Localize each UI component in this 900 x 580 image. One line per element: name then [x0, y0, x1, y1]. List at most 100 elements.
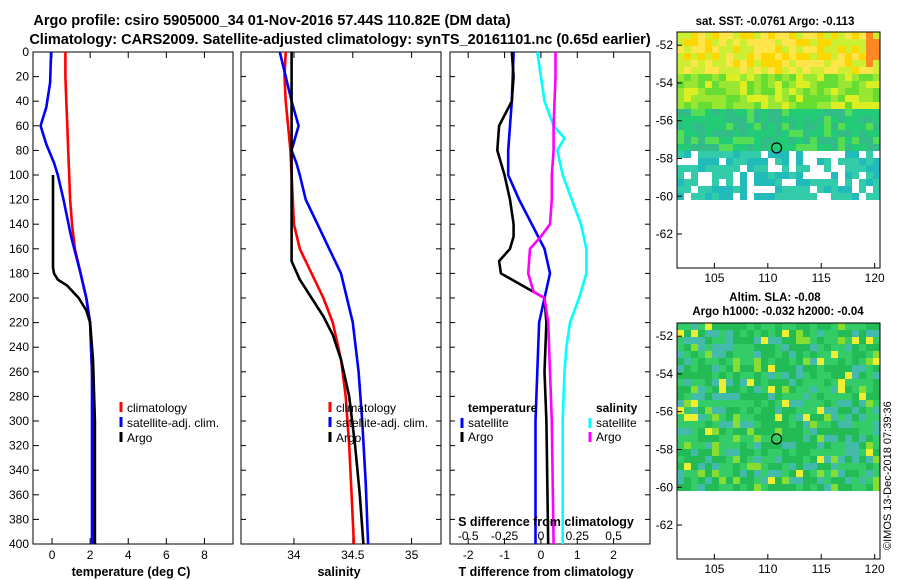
map-cell: [817, 372, 824, 379]
x-tick-label: 1: [574, 548, 581, 562]
map-cell: [873, 74, 880, 81]
sst-map-axes: 105 110 115 120 -52 -54 -56 -58 -60 -62: [656, 38, 885, 285]
map-cell: [761, 172, 768, 179]
map-cell: [873, 39, 880, 46]
map-cell: [761, 330, 768, 337]
salinity-x-axis: 34 34.5 35: [241, 51, 441, 562]
map-cell: [782, 330, 789, 337]
map-cell: [726, 116, 733, 123]
map-cell: [754, 95, 761, 102]
map-cell: [845, 74, 852, 81]
map-cell: [754, 421, 761, 428]
map-cell: [768, 109, 775, 116]
map-cell: [789, 456, 796, 463]
map-cell: [761, 46, 768, 53]
map-cell: [684, 137, 691, 144]
map-cell: [677, 393, 684, 400]
map-cell: [775, 130, 782, 137]
map-cell: [789, 428, 796, 435]
map-cell: [866, 116, 873, 123]
map-cell: [866, 130, 873, 137]
legend-label-t-satellite: satellite: [468, 416, 509, 430]
map-cell: [782, 193, 789, 200]
map-cell: [761, 67, 768, 74]
map-cell: [845, 470, 852, 477]
map-cell: [761, 179, 768, 186]
map-cell: [705, 158, 712, 165]
map-cell: [775, 463, 782, 470]
map-cell: [824, 144, 831, 151]
map-cell: [768, 379, 775, 386]
y-tick-label: 40: [16, 94, 30, 108]
map-cell: [705, 414, 712, 421]
map-cell: [859, 351, 866, 358]
map-cell: [740, 144, 747, 151]
map-cell: [817, 358, 824, 365]
map-cell: [775, 421, 782, 428]
map-cell: [761, 400, 768, 407]
map-cell: [873, 130, 880, 137]
map-cell: [691, 449, 698, 456]
map-cell: [677, 151, 684, 158]
map-cell: [726, 428, 733, 435]
map-cell: [684, 46, 691, 53]
map-cell: [845, 81, 852, 88]
map-cell: [873, 477, 880, 484]
map-cell: [859, 463, 866, 470]
temperature-x-axis: 0 2 4 6 8: [49, 52, 208, 562]
map-cell: [677, 165, 684, 172]
map-cell: [712, 414, 719, 421]
map-cell: [796, 165, 803, 172]
map-cell: [719, 81, 726, 88]
map-cell: [726, 165, 733, 172]
map-cell: [824, 130, 831, 137]
map-cell: [712, 365, 719, 372]
map-cell: [782, 379, 789, 386]
map-cell: [698, 88, 705, 95]
map-cell: [740, 386, 747, 393]
map-cell: [691, 179, 698, 186]
map-cell: [698, 46, 705, 53]
map-cell: [691, 144, 698, 151]
map-cell: [740, 53, 747, 60]
map-cell: [810, 351, 817, 358]
map-cell: [789, 123, 796, 130]
map-cell: [866, 435, 873, 442]
map-cell: [740, 351, 747, 358]
map-cell: [754, 109, 761, 116]
map-cell: [803, 463, 810, 470]
map-cell: [747, 379, 754, 386]
imos-credit: ©IMOS 13-Dec-2018 07:39:36: [882, 401, 894, 550]
map-cell: [838, 95, 845, 102]
map-cell: [852, 442, 859, 449]
map-cell: [691, 330, 698, 337]
map-cell: [866, 67, 873, 74]
map-cell: [677, 470, 684, 477]
map-cell: [733, 109, 740, 116]
map-cell: [733, 81, 740, 88]
y-tick-label: 280: [9, 389, 29, 403]
map-cell: [866, 386, 873, 393]
map-cell: [677, 386, 684, 393]
map-cell: [698, 123, 705, 130]
map-cell: [719, 442, 726, 449]
salinity-x-label: salinity: [317, 565, 360, 579]
map-cell: [831, 116, 838, 123]
map-cell: [705, 330, 712, 337]
map-cell: [691, 365, 698, 372]
map-cell: [845, 95, 852, 102]
map-cell: [852, 470, 859, 477]
map-cell: [838, 442, 845, 449]
map-cell: [866, 323, 873, 330]
map-cell: [873, 102, 880, 109]
map-cell: [838, 414, 845, 421]
legend-label-climatology: climatology: [336, 401, 396, 415]
map-cell: [845, 193, 852, 200]
map-cell: [747, 151, 754, 158]
map-cell: [803, 95, 810, 102]
y-tick-label: 220: [9, 316, 29, 330]
map-cell: [726, 186, 733, 193]
map-cell: [824, 442, 831, 449]
map-cell: [684, 400, 691, 407]
